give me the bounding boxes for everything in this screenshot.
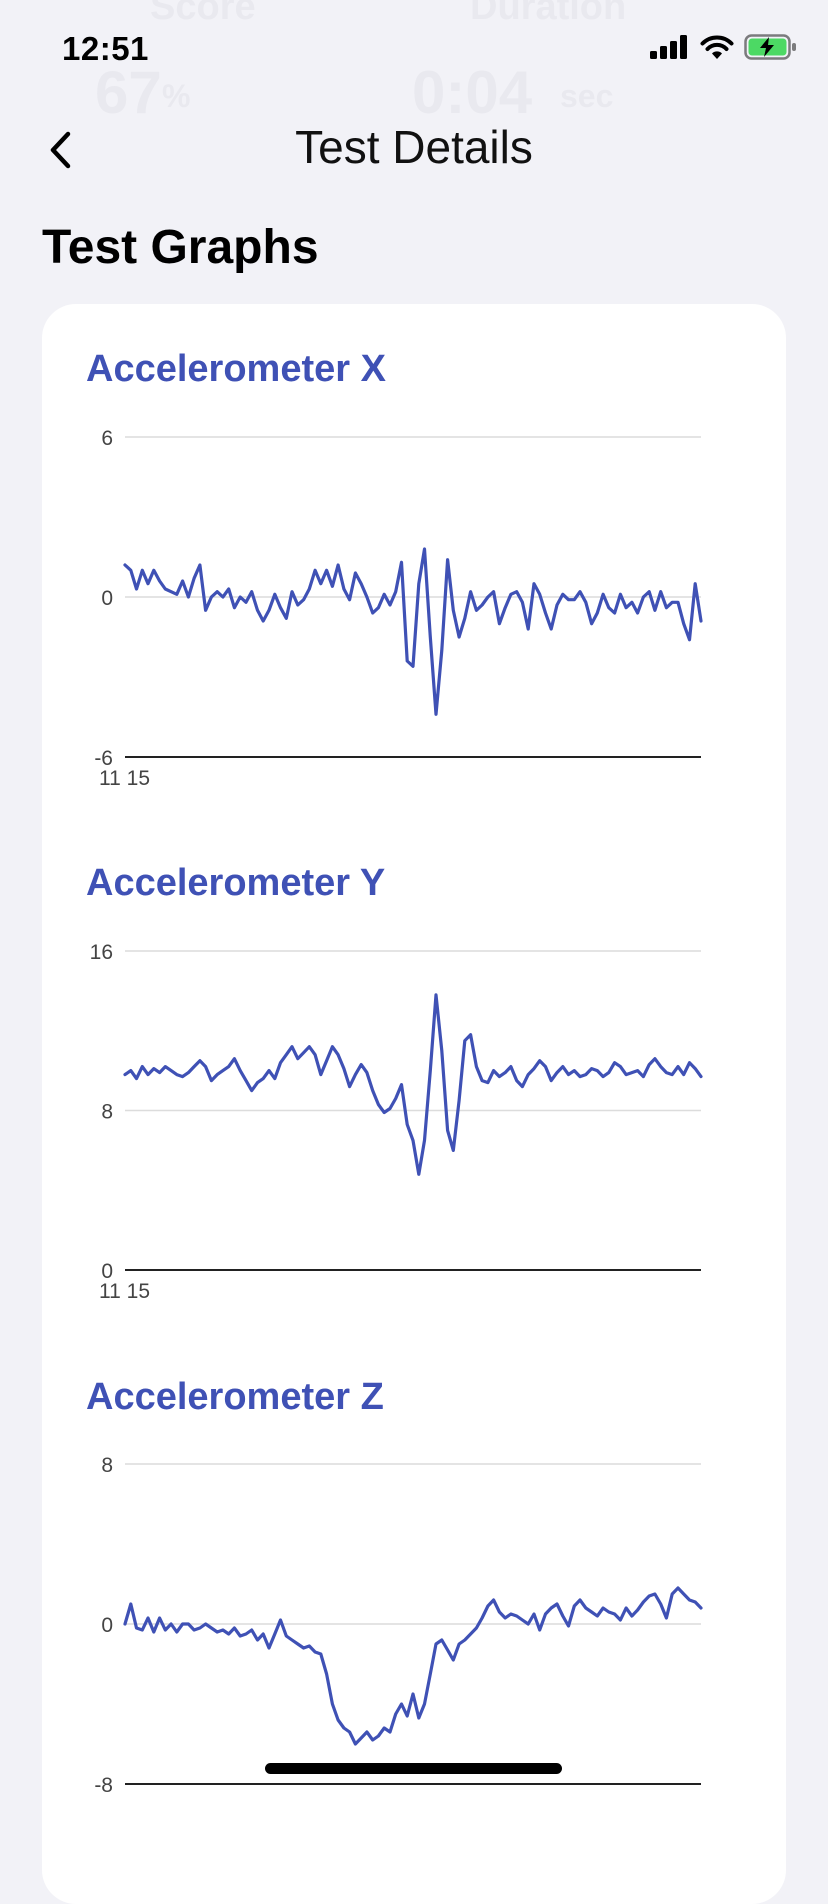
y-tick-label: 8 bbox=[101, 1101, 113, 1124]
series-line bbox=[123, 1586, 703, 1746]
chart-accelerometer-x: 6 0 -611 15 bbox=[94, 427, 703, 790]
chart-accelerometer-z: 8 0 -8 bbox=[94, 1454, 703, 1792]
ghost-score-unit: % bbox=[162, 78, 191, 114]
graph-title-accelerometer-y: Accelerometer Y bbox=[86, 862, 386, 904]
ghost-score-label: Score bbox=[150, 0, 256, 28]
graphs-card bbox=[42, 304, 786, 1904]
ghost-duration-label: Duration bbox=[470, 0, 627, 28]
status-time: 12:51 bbox=[62, 30, 149, 67]
series-line bbox=[123, 547, 703, 716]
page-title: Test Details bbox=[295, 121, 533, 173]
home-indicator bbox=[265, 1763, 562, 1774]
back-button[interactable] bbox=[38, 125, 82, 175]
y-tick-label: -6 bbox=[94, 747, 113, 770]
ghost-duration-unit: sec bbox=[560, 78, 614, 114]
ghost-score-value: 67 bbox=[95, 59, 162, 126]
y-tick-label: 8 bbox=[101, 1454, 113, 1477]
x-tick-label: 11 15 bbox=[99, 1280, 150, 1300]
chart-accelerometer-y: 16 8 011 15 bbox=[90, 941, 703, 1300]
wifi-icon bbox=[700, 35, 734, 59]
status-bar: Score Duration 67 % 0:04 sec 12:51 bbox=[0, 0, 828, 126]
ghost-duration-value: 0:04 bbox=[412, 59, 533, 126]
y-tick-label: 6 bbox=[101, 427, 113, 450]
navigation-bar: Test Details bbox=[0, 110, 828, 190]
y-tick-label: 0 bbox=[101, 1260, 113, 1283]
status-icons bbox=[650, 34, 798, 60]
graph-title-accelerometer-z: Accelerometer Z bbox=[86, 1376, 384, 1418]
battery-charging-icon bbox=[744, 34, 796, 60]
y-tick-label: 0 bbox=[101, 587, 113, 610]
y-tick-label: -8 bbox=[94, 1774, 113, 1792]
graph-title-accelerometer-x: Accelerometer X bbox=[86, 348, 386, 390]
series-line bbox=[123, 993, 703, 1176]
section-title: Test Graphs bbox=[42, 221, 319, 274]
signal-icon bbox=[650, 35, 687, 59]
back-chevron-icon bbox=[50, 131, 71, 169]
y-tick-label: 16 bbox=[90, 941, 113, 964]
y-tick-label: 0 bbox=[101, 1614, 113, 1637]
x-tick-label: 11 15 bbox=[99, 767, 150, 790]
